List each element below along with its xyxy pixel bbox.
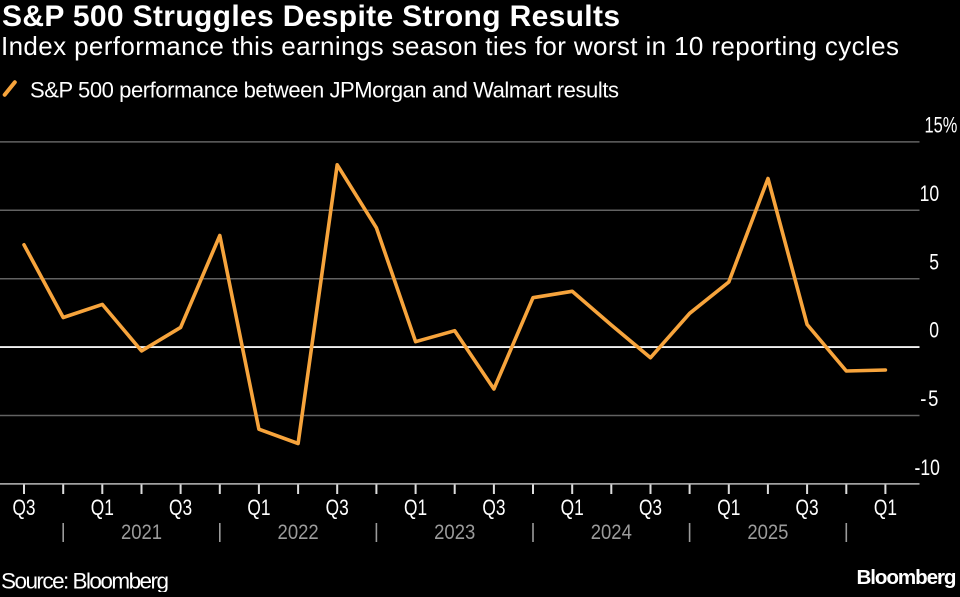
svg-text:Q1: Q1 xyxy=(561,496,584,521)
svg-text:Q3: Q3 xyxy=(796,496,819,521)
svg-text:-10: -10 xyxy=(915,456,940,481)
svg-text:Q1: Q1 xyxy=(404,496,427,521)
svg-text:Q3: Q3 xyxy=(639,496,662,521)
svg-text:5: 5 xyxy=(929,250,939,275)
svg-text:S&P 500 Struggles Despite Stro: S&P 500 Struggles Despite Strong Results xyxy=(2,0,620,33)
svg-text:S&P 500 performance between JP: S&P 500 performance between JPMorgan and… xyxy=(30,78,619,103)
svg-text:Q1: Q1 xyxy=(717,496,740,521)
svg-text:Q1: Q1 xyxy=(874,496,897,521)
svg-text:Q1: Q1 xyxy=(247,496,270,521)
svg-text:Index performance this earning: Index performance this earnings season t… xyxy=(1,31,899,61)
svg-text:Bloomberg: Bloomberg xyxy=(857,566,957,589)
svg-text:2023: 2023 xyxy=(434,521,475,545)
svg-text:-5: -5 xyxy=(920,386,940,411)
svg-text:10: 10 xyxy=(920,182,940,207)
svg-text:2021: 2021 xyxy=(121,521,162,545)
svg-text:Q1: Q1 xyxy=(91,496,114,521)
svg-text:2022: 2022 xyxy=(278,521,319,545)
svg-text:Q3: Q3 xyxy=(12,496,35,521)
svg-text:Q3: Q3 xyxy=(326,496,349,521)
svg-text:Q3: Q3 xyxy=(482,496,505,521)
svg-text:Q3: Q3 xyxy=(169,496,192,521)
svg-text:0: 0 xyxy=(929,319,939,344)
svg-text:15%: 15% xyxy=(925,113,958,138)
svg-text:Source: Bloomberg: Source: Bloomberg xyxy=(1,569,169,593)
svg-text:2025: 2025 xyxy=(747,521,788,545)
svg-text:2024: 2024 xyxy=(591,521,632,545)
